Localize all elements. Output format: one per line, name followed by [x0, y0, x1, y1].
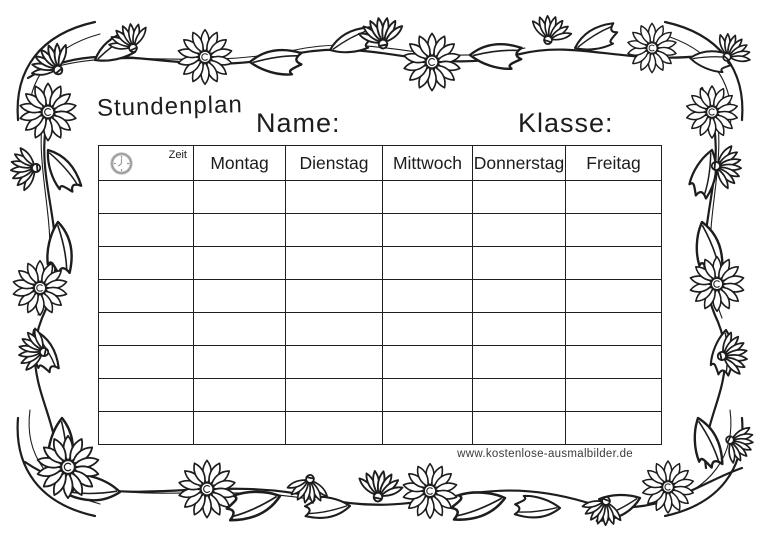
name-label: Name: [256, 108, 341, 138]
timetable-empty-cell [285, 312, 383, 346]
timetable-empty-cell [472, 279, 566, 313]
day-header-freitag: Freitag [565, 145, 662, 181]
timetable-empty-cell [382, 279, 473, 313]
timetable-empty-cell [565, 213, 662, 247]
timetable-empty-cell [382, 312, 473, 346]
timetable-empty-cell [98, 411, 194, 445]
timetable-empty-cell [285, 378, 383, 412]
timetable-empty-cell [98, 345, 194, 379]
timetable-empty-cell [382, 411, 473, 445]
timetable-empty-cell [193, 246, 286, 280]
timetable-empty-cell [98, 180, 194, 214]
timetable-empty-cell [193, 345, 286, 379]
timetable-empty-cell [98, 312, 194, 346]
day-header-donnerstag: Donnerstag [472, 145, 566, 181]
timetable: Zeit Montag Dienstag Mittwoch Donnerstag… [98, 145, 662, 445]
zeit-label: Zeit [168, 149, 187, 161]
timetable-empty-cell [472, 378, 566, 412]
timetable-empty-cell [382, 246, 473, 280]
timetable-empty-cell [193, 411, 286, 445]
timetable-empty-cell [98, 279, 194, 313]
timetable-empty-cell [565, 180, 662, 214]
day-header-montag: Montag [193, 145, 286, 181]
timetable-empty-cell [98, 378, 194, 412]
watermark-url: www.kostenlose-ausmalbilder.de [457, 448, 633, 460]
timetable-empty-cell [382, 378, 473, 412]
klasse-label: Klasse: [518, 108, 614, 138]
timetable-empty-cell [285, 213, 383, 247]
timetable-empty-cell [472, 345, 566, 379]
timetable-empty-cell [472, 180, 566, 214]
timetable-empty-cell [193, 213, 286, 247]
header-row: Zeit Montag Dienstag Mittwoch Donnerstag… [98, 145, 662, 181]
timetable-empty-cell [193, 180, 286, 214]
timetable-empty-cell [382, 180, 473, 214]
day-header-mittwoch: Mittwoch [382, 145, 473, 181]
timetable-row [98, 246, 662, 280]
timetable-empty-cell [98, 246, 194, 280]
timetable-empty-cell [565, 378, 662, 412]
timetable-empty-cell [565, 246, 662, 280]
timetable-empty-cell [285, 246, 383, 280]
timetable-row [98, 213, 662, 247]
timetable-empty-cell [285, 180, 383, 214]
timetable-row [98, 411, 662, 445]
timetable-empty-cell [565, 279, 662, 313]
timetable-empty-cell [565, 345, 662, 379]
timetable-row [98, 345, 662, 379]
timetable-empty-cell [472, 246, 566, 280]
timetable-sheet: Zeit Montag Dienstag Mittwoch Donnerstag… [98, 145, 662, 445]
day-header-dienstag: Dienstag [285, 145, 383, 181]
timetable-empty-cell [565, 411, 662, 445]
timetable-empty-cell [382, 213, 473, 247]
timetable-empty-cell [382, 345, 473, 379]
timetable-empty-cell [285, 279, 383, 313]
timetable-empty-cell [285, 345, 383, 379]
timetable-empty-cell [193, 378, 286, 412]
timetable-row [98, 279, 662, 313]
clock-icon [110, 152, 133, 175]
timetable-empty-cell [98, 213, 194, 247]
timetable-row [98, 312, 662, 346]
timetable-empty-cell [565, 312, 662, 346]
page-title: Stundenplan [96, 91, 244, 122]
zeit-header-cell: Zeit [98, 145, 194, 181]
timetable-empty-cell [285, 411, 383, 445]
timetable-empty-cell [472, 312, 566, 346]
timetable-empty-cell [193, 312, 286, 346]
timetable-row [98, 378, 662, 412]
timetable-row [98, 180, 662, 214]
timetable-empty-cell [193, 279, 286, 313]
timetable-empty-cell [472, 213, 566, 247]
timetable-empty-cell [472, 411, 566, 445]
